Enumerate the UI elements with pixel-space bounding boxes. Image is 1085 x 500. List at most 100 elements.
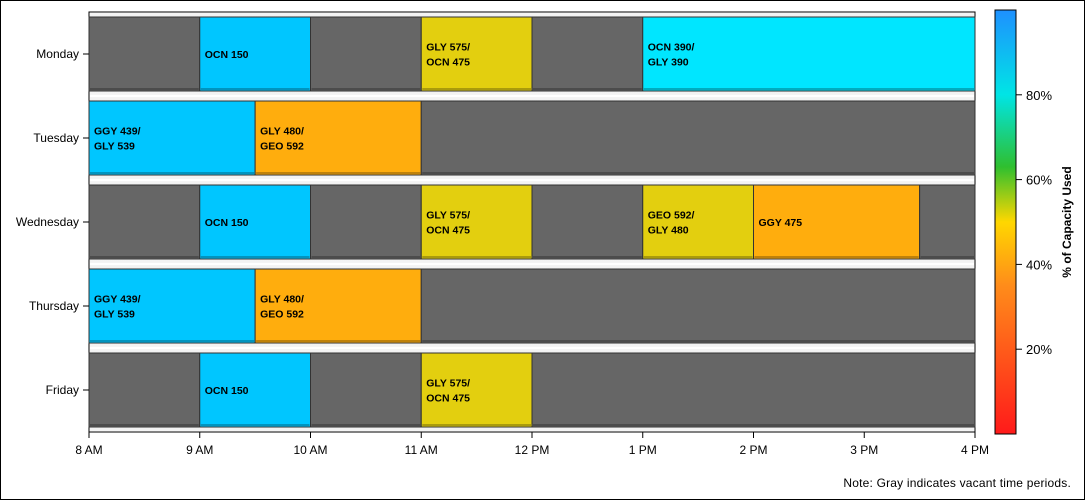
colorbar-tick-label: 20%: [1026, 342, 1052, 357]
x-tick-label: 12 PM: [515, 443, 550, 457]
class-segment: [420, 16, 533, 92]
segment-shadow: [90, 88, 199, 90]
segment-shadow: [200, 424, 310, 426]
class-segment: [88, 100, 256, 176]
class-segment: [753, 184, 921, 260]
colorbar-tick-label: 60%: [1026, 173, 1052, 188]
vacant-segment: [310, 16, 422, 92]
row-monday: OCN 150 GLY 575/OCN 475 OCN 390/GLY 390: [88, 13, 976, 95]
segment-label: GGY 439/: [94, 294, 141, 306]
segment-label: GEO 592/: [648, 210, 695, 222]
segment-shadow: [643, 256, 753, 258]
segment-label: OCN 390/: [648, 42, 695, 54]
segment-label: GLY 539: [94, 141, 135, 153]
segment-shadow: [200, 88, 310, 90]
vacant-segment: [88, 16, 201, 92]
segment-label: GEO 592: [260, 309, 304, 321]
x-tick-label: 9 AM: [186, 443, 213, 457]
colorbar-legend: 20% 40% 60% 80% % of Capacity Used: [994, 9, 1074, 435]
segment-shadow: [920, 256, 974, 258]
segment-shadow: [90, 340, 255, 342]
segment-shadow: [533, 256, 642, 258]
class-segment: [254, 268, 422, 344]
segment-label: OCN 475: [426, 225, 470, 237]
segment-shadow: [422, 340, 974, 342]
vacant-segment: [310, 352, 422, 428]
row-thursday: GGY 439/GLY 539 GLY 480/GEO 592: [88, 265, 976, 347]
colorbar-title: % of Capacity Used: [1060, 166, 1074, 277]
class-segment: [642, 16, 976, 92]
segment-label: GLY 480/: [260, 294, 304, 306]
vacant-segment: [919, 184, 976, 260]
segment-shadow: [256, 172, 421, 174]
y-tick-label: Thursday: [29, 299, 79, 313]
x-tick-label: 11 AM: [405, 443, 438, 457]
segment-label: GGY 475: [759, 217, 803, 229]
x-axis: 8 AM 9 AM 10 AM 11 AM 12 PM 1 PM 2 PM 3 PM 4 PM: [75, 432, 989, 457]
segment-label: GLY 480/: [260, 126, 304, 138]
segment-label: GEO 592: [260, 141, 304, 153]
segment-shadow: [90, 424, 199, 426]
y-tick-label: Monday: [36, 47, 79, 61]
x-tick-label: 1 PM: [629, 443, 657, 457]
vacant-segment: [310, 184, 422, 260]
vacant-segment: [88, 184, 201, 260]
class-segment: [642, 184, 754, 260]
vacant-segment: [88, 352, 201, 428]
segment-label: GLY 575/: [426, 378, 470, 390]
segment-shadow: [422, 256, 531, 258]
class-segment: [199, 16, 311, 92]
x-tick-label: 8 AM: [75, 443, 102, 457]
segment-shadow: [90, 256, 199, 258]
vacant-segment: [531, 184, 644, 260]
class-segment: [199, 352, 311, 428]
segment-shadow: [754, 256, 919, 258]
vacant-segment: [420, 100, 976, 176]
plot-area: OCN 150 GLY 575/OCN 475 OCN 390/GLY 390 GGY…: [88, 11, 976, 433]
segment-shadow: [311, 424, 421, 426]
segment-label: OCN 150: [205, 385, 249, 397]
row-friday: OCN 150 GLY 575/OCN 475: [88, 349, 976, 431]
note-text: Note: Gray indicates vacant time periods…: [843, 476, 1071, 490]
class-segment: [254, 100, 422, 176]
segment-shadow: [200, 256, 310, 258]
segment-label: OCN 150: [205, 49, 249, 61]
colorbar-tick-label: 40%: [1026, 257, 1052, 272]
vacant-segment: [531, 16, 644, 92]
y-axis: Monday Tuesday Wednesday Thursday Friday: [16, 47, 89, 397]
segment-label: GLY 575/: [426, 42, 470, 54]
segment-label: GLY 480: [648, 225, 689, 237]
x-tick-label: 2 PM: [739, 443, 767, 457]
x-tick-label: 3 PM: [850, 443, 878, 457]
segment-label: GGY 439/: [94, 126, 141, 138]
vacant-segment: [420, 268, 976, 344]
segment-label: OCN 150: [205, 217, 249, 229]
class-segment: [199, 184, 311, 260]
segment-shadow: [256, 340, 421, 342]
segment-shadow: [533, 88, 642, 90]
colorbar-tick-label: 80%: [1026, 88, 1052, 103]
segment-label: OCN 475: [426, 57, 470, 69]
row-tuesday: GGY 439/GLY 539 GLY 480/GEO 592: [88, 97, 976, 179]
segment-shadow: [422, 424, 531, 426]
segment-label: GLY 390: [648, 57, 689, 69]
y-tick-label: Wednesday: [16, 215, 79, 229]
class-segment: [420, 352, 533, 428]
vacant-segment: [531, 352, 976, 428]
x-tick-label: 10 AM: [293, 443, 327, 457]
segment-shadow: [311, 88, 421, 90]
segment-label: GLY 539: [94, 309, 135, 321]
segment-label: GLY 575/: [426, 210, 470, 222]
x-tick-label: 4 PM: [961, 443, 989, 457]
y-tick-label: Tuesday: [33, 131, 79, 145]
colorbar-gradient: [994, 9, 1017, 435]
segment-shadow: [311, 256, 421, 258]
class-segment: [420, 184, 533, 260]
class-segment: [88, 268, 256, 344]
segment-label: OCN 475: [426, 393, 470, 405]
segment-shadow: [643, 88, 974, 90]
y-tick-label: Friday: [46, 383, 79, 397]
row-wednesday: OCN 150 GLY 575/OCN 475 GEO 592/GLY 480 GGY…: [88, 181, 976, 263]
segment-shadow: [90, 172, 255, 174]
